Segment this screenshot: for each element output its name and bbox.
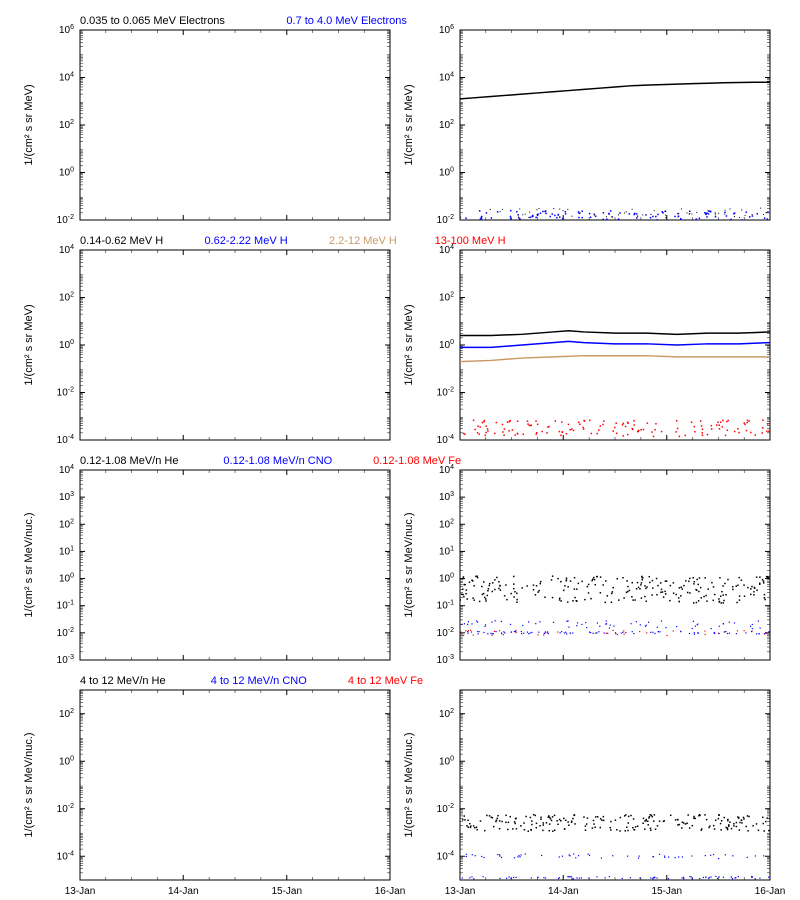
svg-text:13-Jan: 13-Jan	[65, 886, 96, 897]
svg-text:10-2: 10-2	[57, 387, 74, 399]
svg-text:10-3: 10-3	[57, 654, 74, 666]
svg-text:0.12-1.08 MeV/n CNO: 0.12-1.08 MeV/n CNO	[223, 455, 332, 467]
svg-text:1/(cm² s sr MeV/nuc.): 1/(cm² s sr MeV/nuc.)	[23, 512, 35, 617]
svg-text:106: 106	[59, 24, 74, 36]
svg-text:10-2: 10-2	[57, 627, 74, 639]
svg-text:102: 102	[439, 119, 454, 131]
svg-text:4 to 12 MeV Fe: 4 to 12 MeV Fe	[348, 675, 423, 687]
svg-text:1/(cm² s sr MeV): 1/(cm² s sr MeV)	[403, 84, 415, 165]
panel-r1-c0: 10-4 10-2 100 102 104 1/(cm² s sr MeV) 0.14-0.…	[23, 235, 506, 446]
svg-text:14-Jan: 14-Jan	[548, 886, 579, 897]
svg-text:101: 101	[439, 545, 454, 557]
svg-text:1/(cm² s sr MeV/nuc.): 1/(cm² s sr MeV/nuc.)	[403, 512, 415, 617]
svg-text:100: 100	[59, 755, 74, 767]
svg-text:13-Jan: 13-Jan	[445, 886, 476, 897]
svg-text:10-4: 10-4	[437, 850, 454, 862]
svg-text:4 to 12 MeV/n He: 4 to 12 MeV/n He	[80, 675, 166, 687]
svg-text:10-2: 10-2	[437, 627, 454, 639]
chart-svg: 10-2 100 102 104 106 1/(cm² s sr MeV) 0.035 to…	[0, 0, 800, 900]
panel-r2-c0: 10-3 10-2 10-1 100 101 102 103 104 1/(cm² s sr M…	[23, 455, 461, 666]
svg-text:102: 102	[439, 708, 454, 720]
svg-text:100: 100	[439, 339, 454, 351]
svg-text:2.2-12 MeV H: 2.2-12 MeV H	[329, 235, 397, 247]
svg-text:0.14-0.62 MeV H: 0.14-0.62 MeV H	[80, 235, 163, 247]
svg-text:10-2: 10-2	[437, 214, 454, 226]
svg-text:100: 100	[439, 167, 454, 179]
svg-text:100: 100	[59, 573, 74, 585]
svg-text:104: 104	[59, 244, 74, 256]
svg-text:10-4: 10-4	[437, 434, 454, 446]
svg-text:10-2: 10-2	[437, 803, 454, 815]
svg-text:0.7 to 4.0 MeV Electrons: 0.7 to 4.0 MeV Electrons	[286, 15, 407, 27]
svg-text:104: 104	[439, 72, 454, 84]
svg-text:16-Jan: 16-Jan	[375, 886, 406, 897]
svg-text:10-3: 10-3	[437, 654, 454, 666]
svg-text:10-1: 10-1	[57, 600, 74, 612]
svg-text:1/(cm² s sr MeV): 1/(cm² s sr MeV)	[403, 304, 415, 385]
svg-text:102: 102	[59, 708, 74, 720]
svg-text:102: 102	[59, 119, 74, 131]
svg-text:100: 100	[59, 167, 74, 179]
svg-text:100: 100	[439, 573, 454, 585]
svg-text:100: 100	[59, 339, 74, 351]
svg-text:103: 103	[59, 491, 74, 503]
svg-text:14-Jan: 14-Jan	[168, 886, 199, 897]
svg-text:10-4: 10-4	[57, 434, 74, 446]
svg-text:102: 102	[439, 292, 454, 304]
svg-text:104: 104	[59, 464, 74, 476]
panel-r3-c1: 10-4 10-2 100 102 13-Jan 14-Jan 15-Jan 16-Jan 1/…	[403, 690, 785, 897]
svg-text:10-2: 10-2	[437, 387, 454, 399]
panel-r1-c1: 10-4 10-2 100 102 104 1/(cm² s sr MeV)	[403, 244, 770, 446]
svg-text:104: 104	[59, 72, 74, 84]
svg-text:16-Jan: 16-Jan	[755, 886, 786, 897]
svg-text:0.12-1.08 MeV/n He: 0.12-1.08 MeV/n He	[80, 455, 178, 467]
panel-r0-c0: 10-2 100 102 104 106 1/(cm² s sr MeV) 0.035 to…	[23, 15, 407, 226]
svg-text:103: 103	[439, 491, 454, 503]
panel-r0-c1: 10-2 100 102 104 106 1/(cm² s sr MeV)	[403, 24, 770, 226]
svg-text:102: 102	[59, 292, 74, 304]
svg-text:100: 100	[439, 755, 454, 767]
svg-text:1/(cm² s sr MeV): 1/(cm² s sr MeV)	[23, 84, 35, 165]
svg-text:0.035 to 0.065 MeV Electrons: 0.035 to 0.065 MeV Electrons	[80, 15, 225, 27]
svg-text:0.62-2.22 MeV H: 0.62-2.22 MeV H	[205, 235, 288, 247]
svg-text:15-Jan: 15-Jan	[651, 886, 682, 897]
svg-text:10-2: 10-2	[57, 214, 74, 226]
svg-text:10-4: 10-4	[57, 850, 74, 862]
svg-text:104: 104	[439, 244, 454, 256]
panel-r3-c0: 10-4 10-2 100 102 13-Jan 14-Jan 15-Jan 16-Jan 1/…	[23, 675, 423, 897]
svg-text:104: 104	[439, 464, 454, 476]
svg-text:1/(cm² s sr MeV/nuc.): 1/(cm² s sr MeV/nuc.)	[23, 732, 35, 837]
svg-text:102: 102	[439, 518, 454, 530]
svg-text:1/(cm² s sr MeV): 1/(cm² s sr MeV)	[23, 304, 35, 385]
svg-text:1/(cm² s sr MeV/nuc.): 1/(cm² s sr MeV/nuc.)	[403, 732, 415, 837]
svg-text:15-Jan: 15-Jan	[271, 886, 302, 897]
svg-text:4 to 12 MeV/n CNO: 4 to 12 MeV/n CNO	[211, 675, 307, 687]
svg-text:106: 106	[439, 24, 454, 36]
panel-r2-c1: 10-3 10-2 10-1 100 101 102 103 104 1/(cm² s sr M…	[403, 464, 771, 666]
svg-text:10-1: 10-1	[437, 600, 454, 612]
chart-grid: 10-2 100 102 104 106 1/(cm² s sr MeV) 0.035 to…	[0, 0, 800, 900]
svg-text:10-2: 10-2	[57, 803, 74, 815]
svg-text:101: 101	[59, 545, 74, 557]
svg-text:102: 102	[59, 518, 74, 530]
